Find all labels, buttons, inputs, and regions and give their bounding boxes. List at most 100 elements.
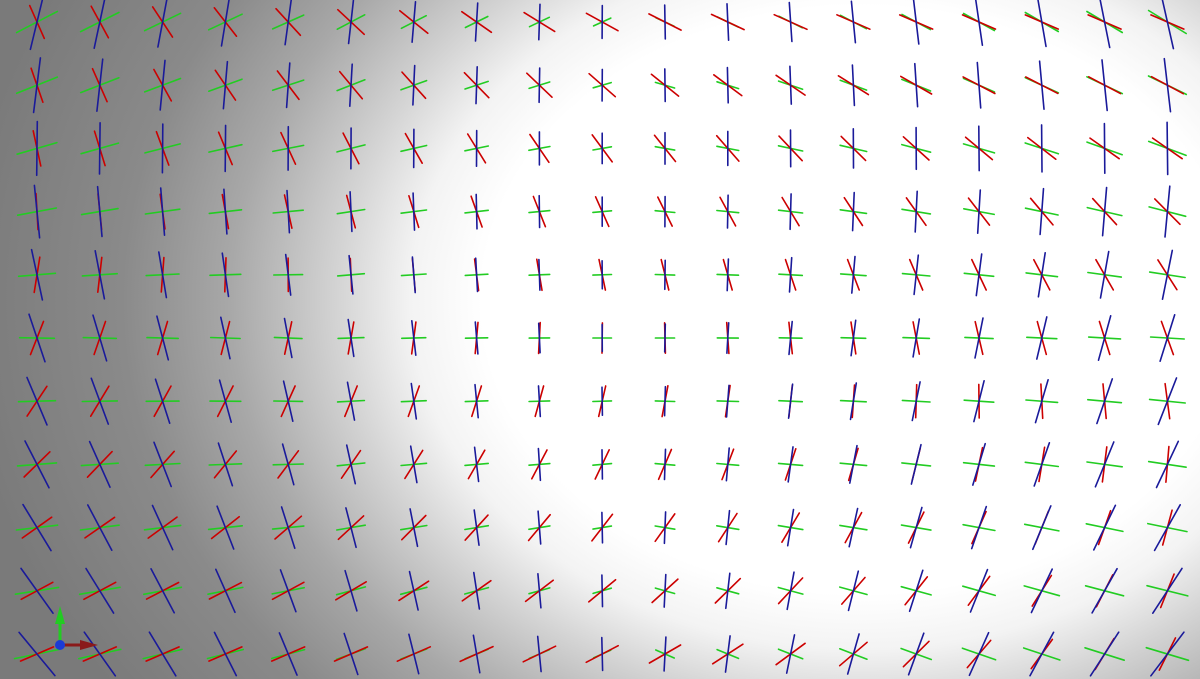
orientation-glyph: [900, 569, 932, 613]
orientation-glyph: [81, 250, 118, 300]
orientation-glyph: [901, 190, 932, 233]
orientation-glyph: [839, 191, 868, 232]
orientation-glyph: [898, 0, 934, 45]
orientation-glyph: [336, 191, 366, 233]
glyph-z-axis: [538, 258, 541, 291]
triad-z-axis-dot: [55, 640, 65, 650]
glyph-z-axis: [409, 445, 418, 484]
orientation-glyph: [143, 59, 182, 111]
orientation-glyph: [1024, 124, 1060, 173]
orientation-glyph: [527, 510, 552, 545]
orientation-glyph: [336, 381, 366, 421]
orientation-glyph: [839, 255, 867, 294]
glyph-z-axis: [1155, 440, 1180, 489]
glyph-z-axis: [789, 65, 793, 105]
glyph-z-axis: [975, 253, 983, 297]
glyph-z-axis: [726, 66, 730, 104]
orientation-glyph: [523, 3, 556, 41]
glyph-z-axis: [725, 384, 730, 418]
orientation-glyph: [17, 376, 57, 426]
orientation-glyph: [840, 319, 867, 357]
orientation-glyph: [528, 447, 551, 482]
orientation-glyph: [585, 636, 620, 672]
orientation-glyph: [16, 120, 58, 177]
glyph-z-axis: [1034, 378, 1049, 424]
orientation-glyph: [146, 315, 179, 361]
orientation-glyph: [654, 511, 676, 545]
glyph-z-axis: [1094, 441, 1115, 488]
glyph-z-axis: [1032, 505, 1052, 551]
glyph-z-axis: [1157, 377, 1178, 426]
orientation-glyph: [962, 189, 996, 234]
glyph-z-axis: [282, 380, 294, 423]
orientation-glyph: [208, 188, 243, 235]
orientation-glyph: [592, 448, 613, 480]
orientation-glyph: [651, 573, 679, 608]
orientation-glyph: [400, 445, 428, 484]
glyph-z-axis: [345, 507, 357, 549]
orientation-glyph: [839, 128, 868, 169]
glyph-z-axis: [726, 258, 730, 292]
orientation-glyph: [400, 319, 427, 357]
glyph-z-axis: [412, 192, 416, 231]
orientation-glyph: [716, 194, 740, 229]
orientation-glyph: [335, 507, 367, 549]
glyph-z-axis: [536, 635, 542, 673]
glyph-z-axis: [1097, 314, 1112, 362]
orientation-glyph: [716, 447, 740, 482]
orientation-glyph: [337, 318, 365, 358]
orientation-glyph: [587, 574, 617, 608]
orientation-glyph: [16, 440, 58, 489]
glyph-z-axis: [223, 188, 228, 235]
glyph-z-axis: [408, 633, 420, 675]
orientation-glyph: [464, 509, 490, 547]
orientation-glyph: [961, 0, 997, 47]
orientation-glyph: [398, 570, 430, 611]
orientation-glyph: [400, 256, 427, 294]
orientation-glyph: [585, 4, 619, 40]
orientation-glyph: [78, 631, 122, 677]
orientation-glyph: [1146, 567, 1189, 615]
orientation-glyph: [715, 130, 740, 167]
glyph-z-axis: [344, 569, 358, 612]
orientation-glyph: [1149, 313, 1185, 363]
glyph-z-axis: [1096, 378, 1114, 425]
glyph-z-axis: [1091, 567, 1118, 614]
orientation-glyph: [334, 569, 368, 612]
glyph-z-axis: [408, 570, 419, 611]
orientation-glyph: [272, 189, 305, 234]
glyph-z-axis: [213, 631, 238, 677]
orientation-glyph: [528, 131, 551, 166]
orientation-glyph: [777, 446, 804, 483]
glyph-z-axis: [1101, 186, 1108, 237]
orientation-glyph: [336, 127, 366, 170]
orientation-glyph: [336, 254, 366, 295]
orientation-glyph: [964, 317, 994, 359]
orientation-glyph: [1023, 505, 1060, 551]
orientation-glyph: [400, 64, 428, 106]
glyph-z-axis: [157, 0, 168, 48]
glyph-z-axis: [18, 631, 56, 677]
orientation-glyph: [654, 258, 676, 291]
orientation-glyph: [524, 572, 555, 609]
glyph-z-axis: [1099, 0, 1111, 49]
orientation-glyph: [901, 443, 932, 485]
glyph-z-axis: [909, 506, 923, 549]
glyph-z-axis: [1037, 252, 1046, 298]
glyph-z-axis: [1164, 185, 1171, 238]
glyph-z-axis: [83, 631, 117, 677]
orientation-glyph: [206, 631, 245, 677]
orientation-glyph: [398, 0, 429, 44]
orientation-glyph: [778, 320, 803, 356]
orientation-glyph: [900, 506, 932, 549]
glyph-z-axis: [346, 381, 356, 421]
glyph-z-axis: [726, 2, 730, 42]
orientation-glyph: [79, 504, 120, 552]
glyph-z-axis: [847, 570, 860, 612]
orientation-glyph: [18, 313, 56, 363]
orientation-glyph: [460, 2, 493, 42]
orientation-glyph: [522, 635, 557, 673]
